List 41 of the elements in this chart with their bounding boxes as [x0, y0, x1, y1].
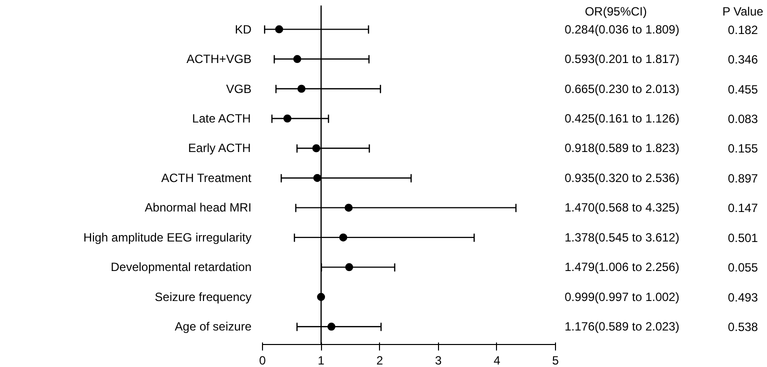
y-tick-label: Abnormal head MRI [144, 200, 252, 215]
data-label: 0.425(0.161 to 1.126) [564, 112, 680, 126]
data-label: 1.378(0.545 to 3.612) [564, 230, 680, 244]
y-tick-label: KD [234, 22, 252, 36]
y-tick-label: Late ACTH [192, 112, 251, 126]
text: 0.155 [728, 142, 758, 156]
text: 0.538 [728, 320, 758, 334]
data-label: 0.918(0.589 to 1.823) [564, 141, 680, 156]
text: 0.182 [728, 22, 758, 37]
x-tick-label: 2 [376, 354, 384, 367]
text: 0.501 [728, 230, 758, 245]
x-tick-label: 3 [434, 354, 442, 367]
data-label: 0.665(0.230 to 2.013) [564, 82, 680, 96]
data-label: 0.999(0.997 to 1.002) [564, 290, 680, 304]
y-tick-label: ACTH Treatment [161, 170, 252, 185]
y-tick-label: Seizure frequency [154, 290, 252, 304]
data-label: 1.176(0.589 to 2.023) [564, 320, 680, 334]
data-label: 1.470(0.568 to 4.325) [564, 200, 680, 215]
text: 0.897 [728, 171, 758, 186]
data-label: 1.479(1.006 to 2.256) [564, 260, 680, 274]
y-tick-label: Age of seizure [174, 320, 252, 334]
data-label: 0.284(0.036 to 1.809) [564, 22, 680, 36]
data-label: 0.935(0.320 to 2.536) [564, 170, 680, 185]
text: 0.083 [728, 112, 758, 126]
y-tick-label: Developmental retardation [110, 260, 252, 274]
text: 0.055 [728, 260, 758, 275]
y-tick-label: High amplitude EEG irregularity [83, 230, 252, 244]
y-tick-label: ACTH+VGB [186, 52, 252, 66]
x-tick-label: 5 [552, 354, 560, 367]
text: P Value [722, 4, 764, 18]
x-tick-label: 1 [318, 354, 325, 367]
y-tick-label: Early ACTH [188, 141, 251, 156]
text: 0.455 [728, 82, 758, 96]
text: 0.493 [728, 290, 758, 304]
x-tick-label: 4 [494, 354, 501, 367]
text: 0.346 [728, 52, 758, 67]
data-label: 0.593(0.201 to 1.817) [564, 52, 680, 66]
y-tick-label: VGB [226, 82, 252, 96]
x-tick-label: 0 [259, 354, 266, 367]
text: 0.147 [728, 201, 758, 216]
text: OR(95%CI) [584, 4, 647, 18]
